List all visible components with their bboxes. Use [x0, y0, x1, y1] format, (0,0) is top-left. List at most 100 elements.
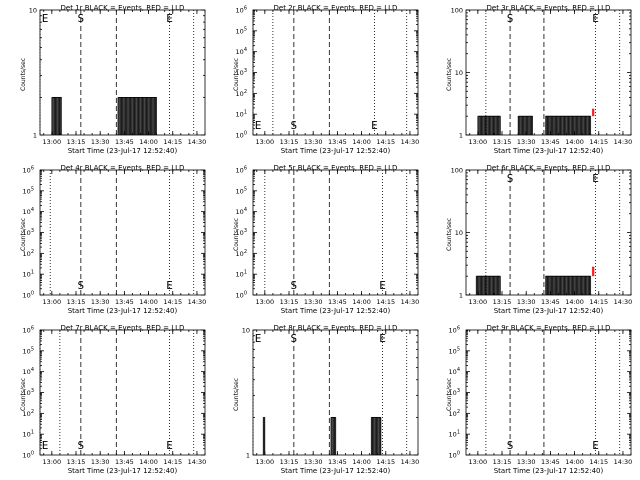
x-tick-label: 14:00 [139, 458, 158, 466]
x-tick-label: 14:15 [589, 138, 608, 146]
marker-label: E [592, 172, 599, 185]
y-tick-label: 10 [455, 229, 463, 237]
y-tick-label: 103 [449, 388, 460, 397]
y-tick-label: 104 [236, 207, 247, 216]
x-tick-label: 13:15 [493, 458, 512, 466]
x-tick-label: 14:15 [376, 298, 395, 306]
x-tick-label: 13:00 [468, 298, 487, 306]
y-tick-label: 101 [23, 270, 34, 279]
x-tick-label: 14:00 [352, 458, 371, 466]
marker-label: E [371, 119, 378, 132]
x-tick-label: 14:15 [163, 138, 182, 146]
y-tick-label: 1 [246, 452, 250, 460]
panel-title: Det 6r BLACK = Events, RED = LLD [486, 164, 611, 172]
y-tick-label: 103 [236, 68, 247, 77]
y-axis-label: Counts/sec [20, 217, 27, 251]
x-tick-label: 13:30 [91, 298, 110, 306]
x-tick-label: 14:15 [589, 458, 608, 466]
marker-label: E [166, 439, 173, 452]
marker-label: S [78, 12, 85, 25]
x-tick-label: 13:15 [280, 298, 299, 306]
y-axis-label: Counts/sec [446, 57, 453, 91]
y-tick-label: 101 [449, 430, 460, 439]
x-tick-label: 14:00 [565, 298, 584, 306]
panel-title: Det 4r BLACK = Events, RED = LLD [60, 164, 185, 172]
y-tick-label: 104 [23, 207, 34, 216]
x-tick-label: 13:45 [328, 138, 347, 146]
x-tick-label: 13:45 [541, 458, 560, 466]
x-axis-label: Start Time (23-Jul-17 12:52:40) [493, 467, 604, 475]
x-tick-label: 13:15 [67, 298, 86, 306]
marker-label: E [379, 279, 386, 292]
y-axis-label: Counts/sec [20, 377, 27, 411]
marker-label: E [379, 332, 386, 345]
y-tick-label: 102 [23, 409, 34, 418]
x-tick-label: 13:45 [328, 298, 347, 306]
plot-svg: 13:00 13:15 13:30 13:45 14:00 14:15 14:30 1 10 10… [451, 7, 633, 147]
x-tick-label: 13:00 [255, 458, 274, 466]
marker-label: E [255, 119, 262, 132]
y-tick-label: 100 [451, 7, 463, 15]
y-tick-label: 103 [236, 228, 247, 237]
panel-title: Det 3r BLACK = Events, RED = LLD [486, 4, 611, 12]
panel-title: Det 2r BLACK = Events, RED = LLD [273, 4, 398, 12]
y-tick-label: 103 [23, 228, 34, 237]
marker-label: S [291, 279, 298, 292]
x-axis-label: Start Time (23-Jul-17 12:52:40) [67, 467, 178, 475]
y-axis-label: Counts/sec [20, 57, 27, 91]
x-axis-label: Start Time (23-Jul-17 12:52:40) [493, 307, 604, 315]
y-tick-label: 104 [236, 47, 247, 56]
y-tick-label: 100 [449, 451, 460, 460]
x-tick-label: 14:30 [188, 138, 207, 146]
panel-title: Det 1r BLACK = Events, RED = LLD [60, 4, 185, 12]
plot-svg: 13:00 13:15 13:30 13:45 14:00 14:15 14:30 100 10… [23, 326, 207, 467]
x-tick-label: 13:30 [304, 458, 323, 466]
y-tick-label: 102 [236, 249, 247, 258]
y-tick-label: 10 [29, 7, 37, 15]
y-tick-label: 100 [451, 167, 463, 175]
x-tick-label: 13:00 [42, 138, 61, 146]
x-tick-label: 14:15 [589, 298, 608, 306]
x-tick-label: 14:30 [188, 458, 207, 466]
plot-frame [252, 169, 419, 296]
x-tick-label: 13:15 [493, 138, 512, 146]
plot-frame [39, 329, 206, 456]
y-axis-label: Counts/sec [233, 217, 240, 251]
y-axis-label: Counts/sec [446, 217, 453, 251]
x-tick-label: 14:00 [565, 138, 584, 146]
x-tick-label: 13:45 [115, 458, 134, 466]
x-tick-label: 13:15 [67, 138, 86, 146]
detector-panel-8: 13:00 13:15 13:30 13:45 14:00 14:15 14:30 1 10 E S… [213, 320, 426, 480]
plot-svg: 13:00 13:15 13:30 13:45 14:00 14:15 14:30 1 10 E S… [29, 7, 207, 147]
y-tick-label: 100 [236, 291, 247, 300]
plot-svg: 13:00 13:15 13:30 13:45 14:00 14:15 14:30 1 10 10… [451, 167, 633, 307]
marker-label: S [78, 439, 85, 452]
plot-svg: 13:00 13:15 13:30 13:45 14:00 14:15 14:30 100 10… [236, 166, 420, 307]
x-tick-label: 13:15 [493, 298, 512, 306]
y-tick-label: 106 [236, 166, 247, 175]
marker-label: E [255, 332, 262, 345]
y-tick-label: 1 [33, 132, 37, 140]
y-tick-label: 101 [236, 110, 247, 119]
y-tick-label: 100 [23, 291, 34, 300]
y-tick-label: 106 [236, 6, 247, 15]
plot-frame [39, 169, 206, 296]
x-tick-label: 13:45 [541, 298, 560, 306]
y-tick-label: 101 [23, 430, 34, 439]
y-tick-label: 105 [449, 346, 460, 355]
x-tick-label: 14:15 [376, 138, 395, 146]
marker-label: S [507, 172, 514, 185]
x-tick-label: 13:45 [541, 138, 560, 146]
x-tick-label: 14:30 [614, 138, 633, 146]
x-tick-label: 14:15 [163, 298, 182, 306]
x-tick-label: 13:15 [280, 458, 299, 466]
x-tick-label: 13:45 [115, 298, 134, 306]
x-tick-label: 13:00 [468, 138, 487, 146]
x-axis-label: Start Time (23-Jul-17 12:52:40) [280, 467, 391, 475]
detector-panel-7: 13:00 13:15 13:30 13:45 14:00 14:15 14:30 100 10… [0, 320, 213, 480]
x-tick-label: 13:30 [517, 298, 536, 306]
y-tick-label: 100 [236, 131, 247, 140]
x-tick-label: 13:00 [42, 298, 61, 306]
x-tick-label: 14:00 [139, 298, 158, 306]
y-tick-label: 10 [455, 69, 463, 77]
